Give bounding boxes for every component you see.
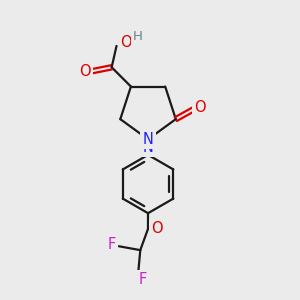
Text: N: N — [142, 140, 154, 154]
Text: F: F — [108, 237, 116, 252]
Text: H: H — [133, 30, 143, 43]
Text: O: O — [80, 64, 91, 79]
Text: O: O — [194, 100, 206, 115]
Text: O: O — [120, 34, 132, 50]
Text: O: O — [151, 221, 163, 236]
Text: F: F — [139, 272, 147, 287]
Text: N: N — [142, 132, 154, 147]
